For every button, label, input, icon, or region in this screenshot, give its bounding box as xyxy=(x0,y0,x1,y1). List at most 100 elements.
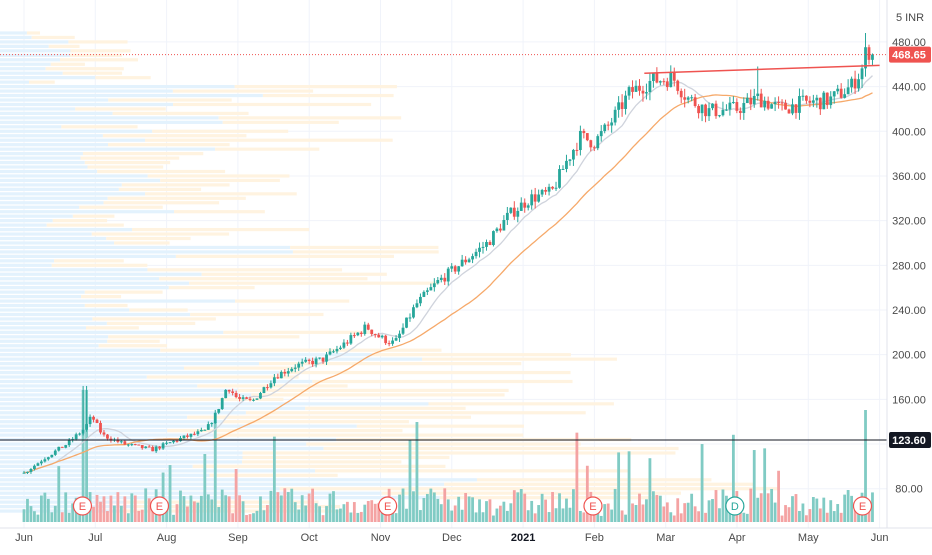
candle-body xyxy=(384,335,388,344)
volume-bar xyxy=(398,494,401,522)
volume-profile-row-down xyxy=(51,263,148,267)
volume-profile-row-up xyxy=(0,496,440,500)
volume-profile-row-down xyxy=(106,236,191,241)
volume-bar xyxy=(147,498,151,522)
volume-bar xyxy=(624,514,627,522)
drawn-lines[interactable] xyxy=(0,54,887,441)
candle-body xyxy=(425,290,429,292)
volume-bar xyxy=(780,515,784,522)
volume-profile-row-down xyxy=(107,339,160,343)
volume-bar xyxy=(690,493,694,522)
moving-average-fast xyxy=(23,75,873,474)
candle-body xyxy=(415,303,419,308)
candle-body xyxy=(39,461,43,464)
candle-body xyxy=(286,371,290,374)
volume-bar xyxy=(672,515,676,522)
time-tick-label: Dec xyxy=(442,532,462,544)
volume-bar xyxy=(119,505,123,522)
volume-bar xyxy=(533,513,537,522)
volume-bar xyxy=(777,470,780,522)
candle-body xyxy=(714,103,718,117)
price-axis[interactable]: 80.00120.00160.00200.00240.00280.00320.0… xyxy=(887,0,932,550)
volume-profile-row-down xyxy=(312,379,573,384)
candle-body xyxy=(342,342,346,348)
dividend-marker: D xyxy=(725,496,745,516)
volume-profile-row-up xyxy=(0,183,122,187)
candle-body xyxy=(704,104,707,117)
candle-body xyxy=(453,266,457,272)
candle-body xyxy=(544,189,548,192)
volume-bar xyxy=(43,492,47,522)
price-tick-label: 200.00 xyxy=(892,350,926,362)
volume-bar xyxy=(71,503,75,522)
candle-body xyxy=(759,93,763,108)
volume-profile-row-up xyxy=(0,116,219,120)
volume-bar xyxy=(259,496,262,522)
volume-profile-row-up xyxy=(0,40,69,44)
volume-bar xyxy=(85,390,88,522)
resistance-trendline xyxy=(644,64,880,74)
volume-profile-row-up xyxy=(0,93,263,98)
volume-bar xyxy=(57,466,61,522)
volume-profile-row-up xyxy=(0,76,96,80)
candle-body xyxy=(645,92,648,94)
volume-bar xyxy=(345,501,349,522)
volume-profile-row-down xyxy=(108,335,300,339)
volume-bar xyxy=(50,512,54,522)
volume-profile-row-up xyxy=(0,134,103,138)
candle-body xyxy=(203,429,207,431)
candle-body xyxy=(133,444,137,446)
volume-profile-row-down xyxy=(114,241,170,245)
volume-profile-row-up xyxy=(0,353,372,357)
volume-profile-row-up xyxy=(0,487,280,491)
volume-profile-row-up xyxy=(0,299,235,303)
marker-circle xyxy=(378,496,398,516)
candle-body xyxy=(53,450,57,455)
volume-profile-row-up xyxy=(0,402,429,406)
volume-bar xyxy=(457,496,461,522)
candle-body xyxy=(547,186,551,192)
candle-body xyxy=(252,399,255,401)
volume-bar xyxy=(572,489,575,522)
volume-profile-row-up xyxy=(0,317,93,321)
candles xyxy=(22,32,874,475)
volume-profile-row-up xyxy=(0,214,73,218)
candle-body xyxy=(572,149,575,160)
candle-body xyxy=(262,387,266,394)
volume-bar xyxy=(836,504,840,522)
volume-bar xyxy=(405,508,408,522)
volume-bar xyxy=(415,422,419,522)
volume-bar xyxy=(252,513,255,522)
volume-profile-row-down xyxy=(80,156,180,160)
volume-profile-row-up xyxy=(0,49,71,53)
volume-profile-row-up xyxy=(0,254,176,258)
volume-profile-row-up xyxy=(0,102,174,107)
volume-profile-row-up xyxy=(0,277,160,281)
candle-body xyxy=(651,73,655,81)
candle-body xyxy=(349,335,353,344)
price-axis-background xyxy=(887,0,932,550)
price-tick-label: 240.00 xyxy=(892,305,926,317)
volume-bar xyxy=(512,490,516,522)
candle-body xyxy=(43,459,47,462)
candle-body xyxy=(825,92,829,106)
volume-bar xyxy=(439,504,443,522)
candle-body xyxy=(707,108,711,117)
volume-bar xyxy=(547,512,551,522)
candle-body xyxy=(154,446,158,452)
candle-body xyxy=(676,80,680,91)
volume-bar xyxy=(759,493,763,522)
volume-bar xyxy=(599,515,603,522)
candle-body xyxy=(857,79,860,89)
volume-bar xyxy=(620,510,624,522)
candle-body xyxy=(853,78,857,89)
candle-body xyxy=(126,444,130,446)
volume-bar xyxy=(822,497,826,522)
volume-profile-row-down xyxy=(292,250,439,254)
volume-bar xyxy=(853,510,857,522)
price-tick-label: 480.00 xyxy=(892,37,926,49)
